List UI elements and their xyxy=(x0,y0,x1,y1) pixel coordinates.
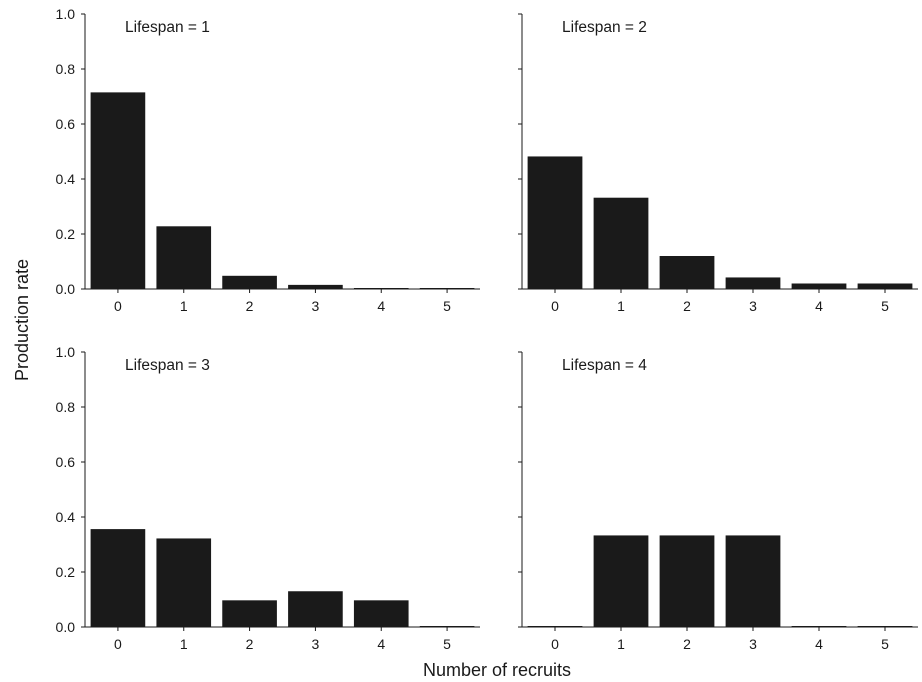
bar xyxy=(857,626,913,627)
x-tick-label: 4 xyxy=(377,636,385,652)
x-tick-label: 4 xyxy=(815,636,823,652)
x-tick-label: 0 xyxy=(551,298,559,314)
bar xyxy=(725,277,781,289)
x-tick-label: 5 xyxy=(443,636,451,652)
bar xyxy=(791,626,847,627)
y-tick-label: 0.8 xyxy=(56,399,76,415)
panel-title: Lifespan = 1 xyxy=(125,19,210,36)
bar xyxy=(527,156,583,289)
bar xyxy=(419,626,475,627)
y-tick-label: 0.2 xyxy=(56,564,76,580)
x-tick-label: 4 xyxy=(377,298,385,314)
y-tick-label: 0.6 xyxy=(56,454,76,470)
bar xyxy=(222,275,277,289)
y-tick-label: 0.4 xyxy=(56,509,76,525)
x-tick-label: 5 xyxy=(443,298,451,314)
x-tick-label: 3 xyxy=(749,298,757,314)
y-tick-label: 0.8 xyxy=(56,61,76,77)
y-tick-label: 0.0 xyxy=(56,281,76,297)
bar xyxy=(353,600,409,627)
x-tick-label: 3 xyxy=(312,636,320,652)
bar xyxy=(527,626,583,627)
x-tick-label: 4 xyxy=(815,298,823,314)
panel-title: Lifespan = 2 xyxy=(562,19,647,36)
x-tick-label: 3 xyxy=(312,298,320,314)
x-tick-label: 1 xyxy=(617,298,625,314)
bar xyxy=(156,538,212,627)
bar xyxy=(593,535,649,627)
x-tick-label: 5 xyxy=(881,636,889,652)
y-tick-label: 1.0 xyxy=(56,6,76,22)
x-tick-label: 0 xyxy=(551,636,559,652)
x-axis-title: Number of recruits xyxy=(423,660,571,680)
bar xyxy=(593,197,649,289)
x-tick-label: 1 xyxy=(180,298,188,314)
x-tick-label: 0 xyxy=(114,636,122,652)
x-tick-label: 2 xyxy=(246,636,254,652)
x-tick-label: 1 xyxy=(617,636,625,652)
y-tick-label: 1.0 xyxy=(56,344,76,360)
bar xyxy=(156,226,212,289)
x-tick-label: 5 xyxy=(881,298,889,314)
chart-panel: 0.0 0.2 0.4 0.6 0.8 1.0 0 1 2 3 4 5 Lifespan = 3 xyxy=(56,344,480,652)
y-tick-label: 0.4 xyxy=(56,171,76,187)
x-tick-label: 1 xyxy=(180,636,188,652)
chart-panel: 0.0 0.2 0.4 0.6 0.8 1.0 0 1 2 3 4 5 Lifespan = 1 xyxy=(56,6,480,314)
y-axis-title: Production rate xyxy=(12,259,32,381)
y-tick-label: 0.6 xyxy=(56,116,76,132)
x-tick-label: 2 xyxy=(683,636,691,652)
bar xyxy=(725,535,781,627)
panel-title: Lifespan = 4 xyxy=(562,357,647,374)
bar xyxy=(222,600,277,627)
bar xyxy=(659,256,715,289)
bar xyxy=(857,283,913,289)
panel-title: Lifespan = 3 xyxy=(125,357,210,374)
x-tick-label: 0 xyxy=(114,298,122,314)
x-tick-label: 3 xyxy=(749,636,757,652)
bar xyxy=(353,288,409,289)
bar xyxy=(791,283,847,289)
chart-panel: 0 1 2 3 4 5 Lifespan = 4 xyxy=(518,351,918,652)
bar xyxy=(90,92,146,289)
x-tick-label: 2 xyxy=(683,298,691,314)
bar xyxy=(288,284,343,289)
bar xyxy=(659,535,715,627)
bar xyxy=(90,529,146,627)
bar xyxy=(288,591,343,627)
y-tick-label: 0.2 xyxy=(56,226,76,242)
bar xyxy=(419,288,475,289)
y-tick-label: 0.0 xyxy=(56,619,76,635)
chart-panel: 0 1 2 3 4 5 Lifespan = 2 xyxy=(518,13,918,314)
x-tick-label: 2 xyxy=(246,298,254,314)
